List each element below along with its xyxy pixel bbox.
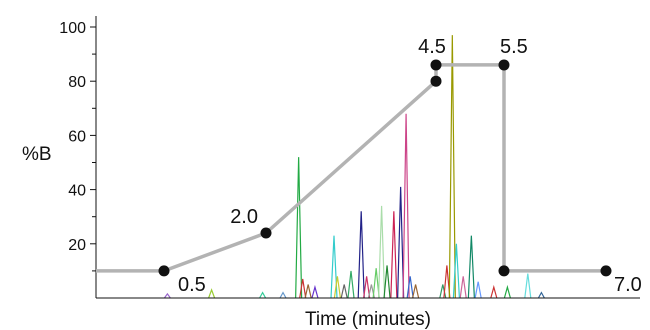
gradient-point-6 (600, 265, 612, 277)
y-axis-title: %B (22, 144, 52, 165)
gradient-point-0 (158, 265, 170, 277)
y-tick-label-40: 40 (68, 183, 86, 200)
gradient-points (158, 59, 612, 277)
y-ticks: 20 40 60 80 100 (59, 20, 96, 272)
chromatogram-peak-31 (503, 284, 511, 299)
chromatogram-peak-33 (537, 291, 545, 299)
chromatogram-peak-17 (383, 265, 391, 299)
point-label-1: 2.0 (230, 206, 258, 228)
chromatogram-peak-27 (459, 276, 467, 299)
point-label-0: 0.5 (178, 274, 206, 296)
chromatogram-peak-26 (452, 243, 460, 299)
chromatogram-peak-30 (490, 284, 498, 299)
x-axis-title: Time (minutes) (305, 309, 431, 330)
chromatogram-peak-2 (259, 291, 267, 299)
chromatogram-peak-7 (311, 284, 319, 299)
chromatogram-peak-10 (340, 284, 348, 299)
point-label-3: 4.5 (418, 36, 446, 58)
chromatogram-peak-21 (406, 276, 414, 299)
chromatogram-peak-25 (448, 35, 456, 299)
chromatogram-peak-29 (474, 281, 482, 299)
chromatogram-peak-4 (295, 157, 303, 299)
chromatogram-peak-20 (402, 113, 410, 299)
chromatogram-peak-1 (208, 288, 216, 299)
y-tick-label-20: 20 (68, 237, 86, 254)
gradient-point-4 (498, 59, 510, 71)
chromatogram-peak-12 (357, 211, 365, 299)
axes (95, 16, 640, 299)
chromatogram-peak-6 (304, 284, 312, 299)
chromatogram-peak-22 (412, 284, 420, 299)
point-label-6: 7.0 (614, 274, 642, 296)
chromatogram-peak-18 (390, 211, 398, 299)
y-tick-label-80: 80 (68, 74, 86, 91)
chromatogram-peak-19 (397, 186, 405, 299)
chromatogram-peak-9 (333, 276, 341, 299)
gradient-point-3 (430, 59, 442, 71)
chromatogram-peak-13 (363, 276, 371, 299)
gradient-point-1 (260, 227, 272, 239)
chromatogram-peak-16 (378, 205, 386, 299)
chromatogram-peak-5 (299, 278, 307, 299)
gradient-line (96, 63, 606, 273)
chromatogram-peak-8 (330, 235, 338, 299)
chromatogram-peak-11 (347, 270, 355, 299)
chromatogram-layer (163, 35, 545, 299)
chromatogram-peak-0 (163, 292, 171, 299)
y-tick-label-60: 60 (68, 128, 86, 145)
gradient-point-5 (498, 265, 510, 277)
gradient-point-2 (430, 75, 442, 87)
chromatogram-peak-15 (372, 268, 380, 299)
point-label-4: 5.5 (500, 36, 528, 58)
y-tick-label-100: 100 (59, 20, 86, 37)
chromatogram-peak-28 (467, 235, 475, 299)
chromatogram-peak-3 (279, 291, 287, 299)
gradient-series (96, 63, 606, 273)
chromatogram-peak-32 (524, 273, 532, 299)
point-labels: 0.5 2.0 4.5 5.5 7.0 (178, 36, 642, 296)
